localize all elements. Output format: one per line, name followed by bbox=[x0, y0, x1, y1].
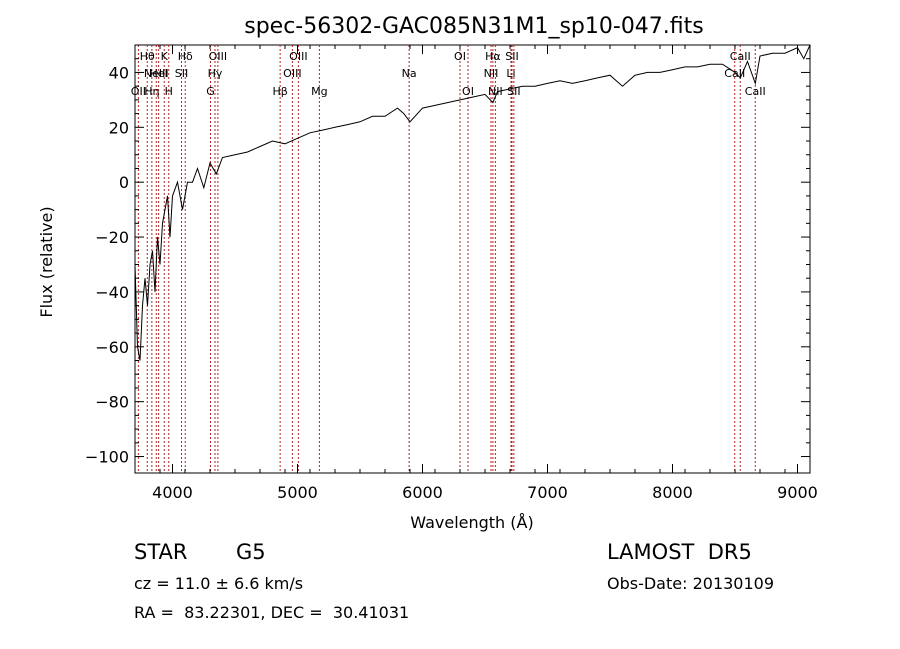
spectral-line-label: OIII bbox=[209, 50, 227, 63]
spectral-line-label: SII bbox=[505, 50, 518, 63]
survey-release: LAMOST DR5 bbox=[607, 540, 752, 564]
y-axis-label: Flux (relative) bbox=[37, 206, 56, 317]
spectral-line-label: SII bbox=[507, 85, 520, 98]
spectral-line-label: SII bbox=[175, 67, 188, 80]
spectral-line-label: OI bbox=[462, 85, 474, 98]
spectral-line-label: Mg bbox=[311, 85, 327, 98]
spectral-line-label: Hα bbox=[485, 50, 501, 63]
spectral-line-label: Hη bbox=[144, 85, 159, 98]
x-tick-label: 9000 bbox=[777, 483, 818, 502]
spectral-line-label: CaII bbox=[724, 67, 745, 80]
line-marker-labels: OIIHθHηNeIIIHeIKHSIIHδGHγOIIIHβOIIIOIIIM… bbox=[131, 50, 766, 98]
observation-date: Obs-Date: 20130109 bbox=[607, 574, 775, 593]
y-axis-ticks: −100 −80 −60 −40 −20 0 20 40 bbox=[85, 44, 810, 467]
spectral-line-label: Hθ bbox=[140, 50, 155, 63]
spectral-line-label: OII bbox=[131, 85, 146, 98]
x-axis-ticks: 4000 5000 6000 7000 8000 9000 bbox=[134, 45, 818, 502]
chart-title: spec-56302-GAC085N31M1_sp10-047.fits bbox=[244, 14, 704, 39]
spectral-line-label: NII bbox=[488, 85, 503, 98]
y-tick-label: 20 bbox=[109, 118, 129, 137]
spectral-line-label: Na bbox=[402, 67, 417, 80]
object-class: STAR bbox=[134, 540, 188, 564]
spectral-line-label: NII bbox=[484, 67, 499, 80]
y-tick-label: 40 bbox=[109, 63, 129, 82]
spectral-line-label: Hγ bbox=[208, 67, 223, 80]
spectral-line-label: OI bbox=[454, 50, 466, 63]
x-tick-label: 8000 bbox=[652, 483, 693, 502]
plot-frame bbox=[134, 44, 811, 474]
spectral-line-label: Hδ bbox=[178, 50, 193, 63]
y-tick-label: −80 bbox=[95, 393, 129, 412]
spectral-line-label: CaII bbox=[745, 85, 766, 98]
x-tick-label: 6000 bbox=[402, 483, 443, 502]
spectral-line-label: Hβ bbox=[272, 85, 287, 98]
redshift-cz: cz = 11.0 ± 6.6 km/s bbox=[134, 574, 304, 593]
spectral-line-label: HeI bbox=[149, 67, 167, 80]
spectral-line-label: G bbox=[206, 85, 215, 98]
line-markers bbox=[137, 45, 756, 473]
spectral-line-label: CaII bbox=[730, 50, 751, 63]
spectral-line-label: K bbox=[161, 50, 169, 63]
spectral-line-label: OIII bbox=[283, 67, 301, 80]
x-tick-label: 7000 bbox=[527, 483, 568, 502]
spectral-line-label: OIII bbox=[289, 50, 307, 63]
ra-dec-coordinates: RA = 83.22301, DEC = 30.41031 bbox=[134, 603, 410, 622]
y-tick-label: −20 bbox=[95, 228, 129, 247]
spectral-line-label: H bbox=[165, 85, 173, 98]
y-tick-label: −60 bbox=[95, 338, 129, 357]
x-axis-label: Wavelength (Å) bbox=[410, 513, 533, 532]
y-tick-label: 0 bbox=[119, 173, 129, 192]
spectral-line-label: Li bbox=[506, 67, 515, 80]
spectrum-series-line bbox=[134, 44, 811, 361]
y-tick-label: −40 bbox=[95, 283, 129, 302]
x-tick-label: 4000 bbox=[152, 483, 193, 502]
y-tick-label: −100 bbox=[85, 448, 129, 467]
object-subclass: G5 bbox=[236, 540, 266, 564]
spectral-line-label: NeIII bbox=[144, 67, 169, 80]
x-tick-label: 5000 bbox=[277, 483, 318, 502]
